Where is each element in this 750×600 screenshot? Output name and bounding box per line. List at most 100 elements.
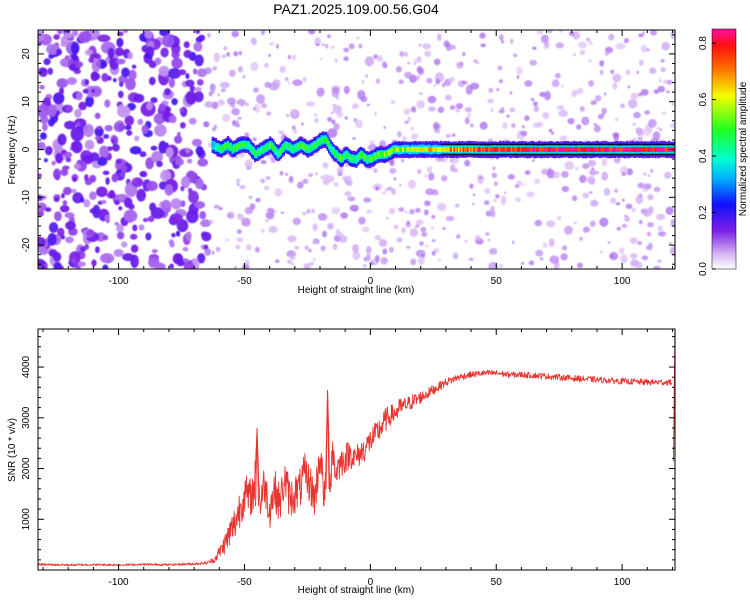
trace-segment [601, 147, 604, 152]
trace-segment [276, 151, 279, 157]
trace-segment [394, 147, 397, 152]
trace-segment [358, 153, 361, 159]
noise-blob [484, 187, 491, 195]
trace-segment [436, 147, 440, 152]
noise-blob [84, 79, 90, 86]
noise-blob [408, 179, 417, 189]
trace-segment [554, 147, 557, 152]
noise-blob [327, 222, 334, 230]
trace-segment [535, 147, 538, 152]
noise-blob [156, 160, 163, 168]
noise-blob [561, 185, 569, 193]
colorbar-tick-label: 0.2 [698, 205, 709, 219]
noise-blob [266, 111, 272, 116]
noise-blob [627, 85, 631, 89]
noise-blob [154, 262, 166, 269]
noise-blob [244, 102, 250, 107]
x-tick-label: 50 [491, 276, 503, 287]
noise-blob [125, 77, 136, 91]
noise-blob [524, 115, 530, 122]
noise-blob [620, 254, 628, 264]
noise-blob [116, 105, 131, 118]
trace-segment [456, 147, 459, 152]
noise-blob [290, 255, 296, 261]
trace-segment [562, 147, 565, 152]
noise-blob [384, 187, 388, 192]
noise-blob [520, 262, 525, 265]
trace-segment [383, 151, 387, 157]
x-tick-label: 50 [491, 577, 503, 588]
noise-blob [291, 54, 297, 61]
noise-blob [139, 170, 148, 178]
noise-blob [530, 97, 535, 102]
noise-blob [330, 45, 335, 49]
noise-blob [653, 89, 659, 94]
trace-segment [294, 145, 298, 151]
trace-segment [563, 147, 566, 152]
noise-blob [185, 73, 190, 79]
noise-blob [80, 246, 87, 252]
trace-segment [430, 147, 434, 152]
noise-blob [415, 207, 421, 213]
trace-segment [429, 147, 432, 152]
noise-blob [112, 143, 120, 152]
noise-blob [478, 176, 483, 180]
noise-blob [483, 200, 490, 206]
noise-blob [510, 38, 514, 44]
trace-segment [414, 147, 417, 152]
noise-blob [91, 259, 97, 267]
noise-blob [650, 168, 654, 174]
noise-blob [64, 55, 70, 60]
noise-blob [424, 173, 428, 178]
noise-blob [104, 99, 111, 108]
noise-blob [38, 202, 47, 212]
noise-blob [396, 237, 403, 243]
noise-blob [665, 90, 670, 94]
trace-segment [312, 143, 316, 149]
trace-segment [346, 152, 349, 158]
noise-blob [389, 158, 395, 167]
noise-blob [586, 176, 596, 184]
trace-segment [491, 147, 494, 152]
noise-blob [194, 201, 206, 209]
noise-blob [395, 66, 402, 73]
noise-blob [590, 100, 597, 105]
noise-blob [249, 203, 256, 210]
spectrogram-heatmap [38, 30, 675, 269]
noise-blob [138, 224, 145, 231]
noise-blob [121, 67, 130, 78]
x-tick-label: -50 [237, 577, 252, 588]
noise-blob [199, 211, 207, 220]
trace-segment [393, 147, 396, 152]
snr-line [38, 369, 673, 567]
noise-blob [449, 76, 455, 83]
trace-segment [541, 147, 544, 152]
trace-segment [660, 147, 663, 152]
noise-blob [94, 135, 101, 141]
trace-segment [498, 147, 502, 152]
noise-blob [78, 101, 87, 111]
noise-blob [118, 206, 123, 211]
trace-segment [516, 147, 520, 152]
trace-segment [305, 145, 308, 151]
noise-blob [236, 182, 240, 187]
noise-blob [597, 113, 604, 120]
noise-blob [442, 83, 446, 88]
noise-blob [404, 71, 413, 79]
noise-blob [130, 244, 139, 253]
trace-segment [387, 150, 390, 156]
noise-blob [657, 259, 662, 263]
trace-segment [240, 142, 243, 148]
trace-segment [275, 149, 278, 155]
noise-blob [74, 108, 82, 118]
noise-blob [428, 172, 435, 181]
noise-blob [352, 137, 356, 140]
trace-segment [328, 143, 331, 149]
noise-blob [546, 220, 556, 228]
noise-blob [139, 151, 147, 158]
noise-blob [559, 135, 568, 142]
noise-blob [410, 258, 417, 266]
trace-segment [598, 147, 601, 152]
noise-blob [601, 171, 609, 181]
